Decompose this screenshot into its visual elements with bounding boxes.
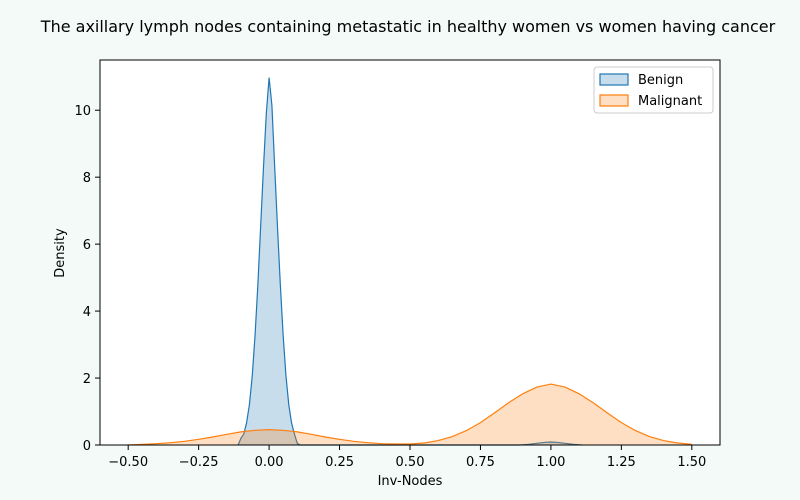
x-tick-label: 0.75 xyxy=(466,455,495,470)
x-tick-label: 0.50 xyxy=(396,455,425,470)
x-tick-label: 1.00 xyxy=(536,455,565,470)
y-tick-label: 2 xyxy=(83,372,91,387)
legend-box xyxy=(593,66,714,114)
legend-label-benign: Benign xyxy=(638,73,683,88)
y-axis-label: Density xyxy=(53,228,68,278)
plot-frame xyxy=(99,59,721,446)
legend-label-malignant: Malignant xyxy=(638,94,702,109)
series-layer xyxy=(128,77,692,446)
x-tick-label: 1.25 xyxy=(607,455,636,470)
x-tick-label: 0.25 xyxy=(325,455,354,470)
series-malignant-line xyxy=(128,383,692,446)
x-tick-label: 0.00 xyxy=(255,455,284,470)
x-tick-label: −0.50 xyxy=(108,455,148,470)
plot-area xyxy=(100,60,720,445)
y-tick-label: 0 xyxy=(83,439,91,454)
y-tick-label: 6 xyxy=(83,238,91,253)
x-tick-label: 1.50 xyxy=(677,455,706,470)
axes-layer: −0.50 −0.25 0.00 0.25 0.50 0.75 1.00 1.25 1.50 0 2… xyxy=(74,104,706,470)
chart-title: The axillary lymph nodes containing meta… xyxy=(40,17,776,36)
y-tick-label: 10 xyxy=(74,104,91,119)
y-tick-label: 8 xyxy=(83,171,91,186)
y-tick-label: 4 xyxy=(83,305,91,320)
x-tick-label: −0.25 xyxy=(179,455,219,470)
x-axis-label: Inv-Nodes xyxy=(378,474,443,489)
legend-swatch-malignant xyxy=(599,94,629,107)
legend-swatch-benign xyxy=(599,73,629,86)
series-benign-area xyxy=(238,77,582,445)
series-benign-line xyxy=(237,77,582,446)
legend: Benign Malignant xyxy=(593,66,714,114)
